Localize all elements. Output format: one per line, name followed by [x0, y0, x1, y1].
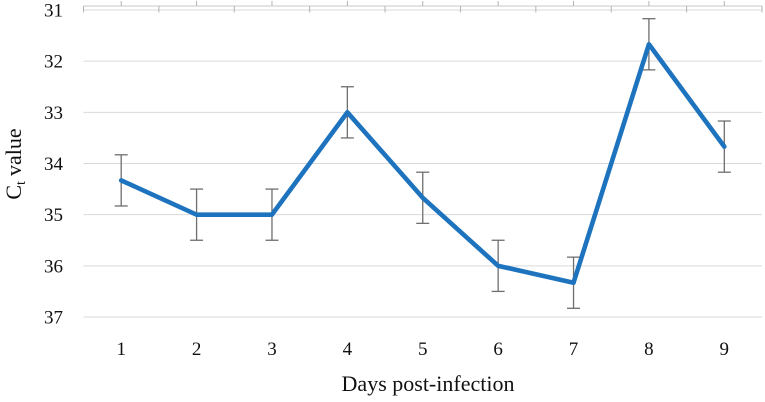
y-tick-label: 32 [44, 52, 63, 73]
y-tick-label: 37 [44, 308, 63, 329]
x-tick-label: 8 [644, 339, 654, 360]
x-tick-label: 5 [418, 339, 428, 360]
y-axis-title-subscript: t [14, 181, 29, 185]
x-tick-label: 6 [493, 339, 503, 360]
x-tick-label: 3 [267, 339, 277, 360]
category-axis-top [83, 1, 763, 13]
y-tick-label: 36 [44, 256, 63, 277]
y-tick-label: 35 [44, 205, 63, 226]
y-axis-title-prefix: C [1, 185, 26, 200]
x-axis-title: Days post-infection [342, 371, 515, 396]
ct-series-line [118, 41, 727, 286]
y-tick-label: 33 [44, 103, 63, 124]
x-tick-label: 7 [569, 339, 579, 360]
y-axis-tick-labels: 31 32 33 34 35 36 37 [44, 1, 64, 329]
y-tick-label: 31 [44, 1, 63, 22]
ct-polyline [118, 41, 727, 286]
y-axis-title: Ct value [1, 128, 29, 199]
x-tick-label: 9 [720, 339, 730, 360]
y-axis-title-suffix: value [1, 128, 26, 176]
x-tick-label: 1 [116, 339, 126, 360]
x-tick-label: 2 [192, 339, 202, 360]
y-tick-label: 34 [44, 154, 64, 175]
x-tick-label: 4 [343, 339, 353, 360]
x-axis-tick-labels: 1 2 3 4 5 6 7 8 9 [116, 339, 729, 360]
